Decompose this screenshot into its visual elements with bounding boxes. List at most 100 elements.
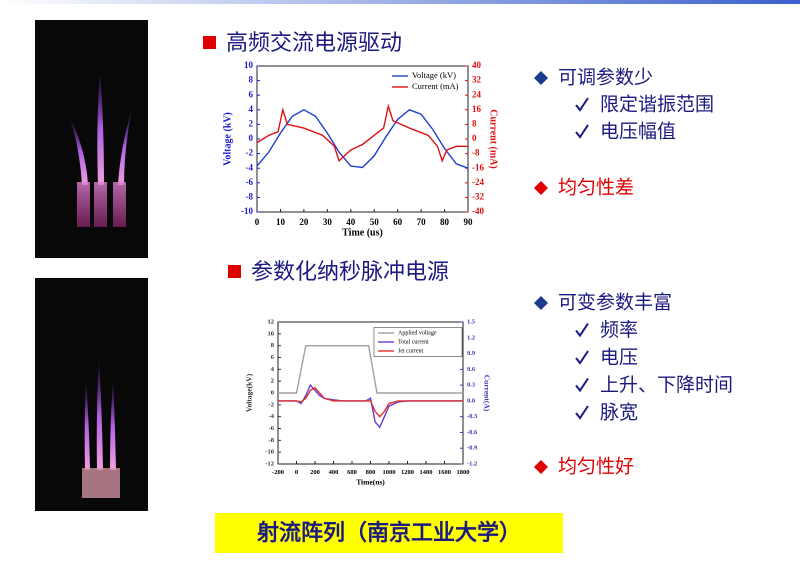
y2-tick-label: 16: [472, 104, 482, 114]
x-tick-label: -200: [272, 469, 284, 476]
x-tick-label: 50: [370, 217, 380, 227]
bullet-diamond: [534, 71, 548, 85]
y2-tick-label: -40: [472, 206, 484, 216]
y-axis-label: Voltage (kV): [222, 112, 233, 166]
chart-1: 0 10 20 30 40 50 60 70 80 90-10-8-6-4-20246810-40…: [222, 60, 498, 238]
bullet-text: 脉宽: [600, 402, 638, 424]
y-tick-label: -10: [265, 449, 274, 456]
y-tick-label: -6: [269, 425, 275, 432]
check-mark: [575, 350, 589, 365]
bullet-list: 可调参数少限定谐振范围电压幅值均匀性差可变参数丰富频率电压上升、下降时间脉宽均匀…: [534, 67, 733, 478]
y-tick-label: 10: [244, 60, 254, 70]
y2-tick-label: -16: [472, 162, 484, 172]
y2-tick-label: 0.0: [467, 397, 475, 404]
y2-tick-label: -0.3: [467, 413, 478, 420]
y2-axis-label: Current(A): [482, 375, 491, 412]
y-axis-label: Voltage(kV): [245, 373, 254, 412]
y-tick-label: 4: [249, 104, 254, 114]
x-tick-label: 600: [347, 469, 357, 476]
bullet-text: 可变参数丰富: [558, 292, 672, 314]
bullet-text: 均匀性差: [558, 177, 634, 199]
photo-1: [35, 20, 148, 258]
x-tick-label: 800: [366, 469, 376, 476]
check-mark: [575, 405, 589, 420]
legend-label: Current (mA): [412, 81, 459, 91]
heading-marker: [203, 36, 216, 49]
x-tick-label: 0: [255, 217, 260, 227]
y2-tick-label: 0.3: [467, 382, 476, 389]
photo-2: [35, 278, 148, 511]
y-tick-label: 8: [249, 75, 254, 85]
heading-marker: [228, 265, 241, 278]
legend-label: Total current: [398, 339, 429, 345]
y2-tick-label: -8: [472, 148, 480, 158]
x-tick-label: 80: [440, 217, 450, 227]
footer-box: [215, 513, 563, 553]
series-line: [256, 103, 468, 163]
x-tick-label: 1000: [383, 469, 396, 476]
y-tick-label: 12: [268, 318, 275, 325]
y2-tick-label: -1.2: [467, 460, 477, 467]
series-line: [256, 108, 469, 169]
y2-tick-label: 32: [472, 75, 482, 85]
y-tick-label: -4: [269, 413, 275, 420]
y-tick-label: 0: [271, 389, 274, 396]
chart-2: -200 0 200 400 600 800 1000 1200 1400 1600 1800 -12…: [245, 318, 492, 486]
y-tick-label: -2: [269, 401, 274, 408]
x-tick-label: 1400: [420, 469, 433, 476]
x-axis-label: Time (us): [342, 227, 383, 238]
y2-tick-label: -24: [472, 177, 484, 187]
x-tick-label: 200: [310, 469, 320, 476]
y-tick-label: -8: [246, 191, 254, 201]
y2-tick-label: -0.9: [467, 445, 478, 452]
bullet-text: 可调参数少: [558, 67, 653, 89]
x-tick-label: 20: [299, 217, 309, 227]
x-tick-label: 30: [323, 217, 333, 227]
legend-label: Jet current: [398, 348, 423, 354]
series-line: [278, 386, 463, 418]
bullet-diamond: [534, 181, 548, 195]
y2-tick-label: -0.6: [467, 429, 478, 436]
y-tick-label: 6: [271, 354, 275, 361]
y-tick-label: 6: [249, 89, 254, 99]
x-tick-label: 10: [276, 217, 286, 227]
top-bar: [0, 0, 800, 4]
check-mark: [575, 322, 589, 338]
y-tick-label: 2: [271, 378, 274, 385]
y2-tick-label: 0: [472, 133, 477, 143]
bullet-text: 上升、下降时间: [600, 374, 733, 396]
x-tick-label: 1600: [438, 469, 451, 476]
y-tick-label: -6: [246, 177, 254, 187]
series-line: [278, 344, 463, 394]
y2-tick-label: 0.9: [467, 350, 476, 357]
x-tick-label: 1200: [401, 469, 414, 476]
check-mark: [575, 124, 589, 139]
y2-tick-label: 1.5: [467, 318, 476, 325]
legend-label: Voltage (kV): [412, 70, 456, 80]
bullet-text: 限定谐振范围: [600, 94, 714, 116]
y2-axis-label: Current (mA): [488, 109, 499, 169]
check-mark: [575, 377, 589, 393]
y2-tick-label: 40: [472, 60, 482, 70]
x-tick-label: 60: [393, 217, 403, 227]
legend-label: Applied voltage: [398, 330, 437, 336]
check-mark: [575, 97, 589, 112]
bullet-text: 电压幅值: [600, 121, 676, 143]
section-heading: 参数化纳秒脉冲电源: [251, 260, 449, 285]
x-axis-label: Time(ns): [356, 478, 385, 487]
x-tick-label: 70: [417, 217, 427, 227]
x-tick-label: 1800: [457, 469, 470, 476]
bullet-text: 频率: [600, 319, 638, 341]
y-tick-label: 4: [271, 366, 275, 373]
y2-tick-label: 24: [472, 89, 482, 99]
y-tick-label: -10: [241, 206, 253, 216]
x-tick-label: 90: [464, 217, 474, 227]
bullet-diamond: [534, 460, 548, 474]
footer: 射流阵列（南京工业大学）: [256, 520, 521, 546]
y-tick-label: -12: [265, 460, 274, 467]
y-tick-label: 0: [249, 133, 254, 143]
section-heading: 高频交流电源驱动: [226, 31, 402, 56]
y-tick-label: 2: [249, 118, 254, 128]
